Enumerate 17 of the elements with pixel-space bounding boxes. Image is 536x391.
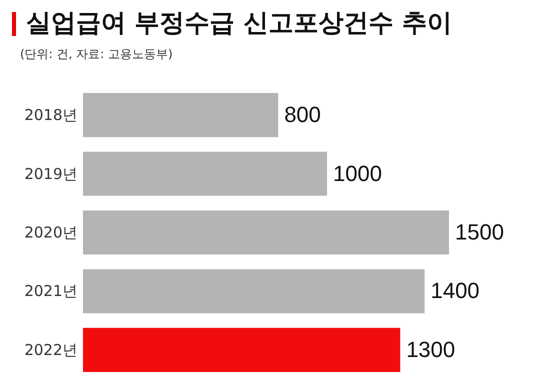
bar: [83, 210, 449, 255]
data-label: 800: [284, 102, 321, 128]
chart-subtitle: (단위: 건, 자료: 고용노동부): [20, 46, 173, 63]
data-label: 1300: [406, 336, 456, 362]
y-tick-label: 2020년: [24, 224, 78, 242]
y-tick-label: 2021년: [24, 282, 78, 300]
data-label: 1000: [333, 160, 382, 186]
bar: [83, 93, 278, 138]
y-tick-label: 2018년: [24, 106, 78, 124]
data-label: 1400: [430, 278, 480, 304]
bar: [83, 269, 425, 314]
bar: [83, 152, 327, 196]
y-tick-label: 2022년: [24, 340, 78, 359]
chart-title: 실업급여 부정수급 신고포상건수 추이: [26, 7, 452, 39]
data-label: 1500: [455, 220, 504, 244]
y-tick-label: 2019년: [24, 164, 78, 183]
bar: [83, 328, 400, 372]
